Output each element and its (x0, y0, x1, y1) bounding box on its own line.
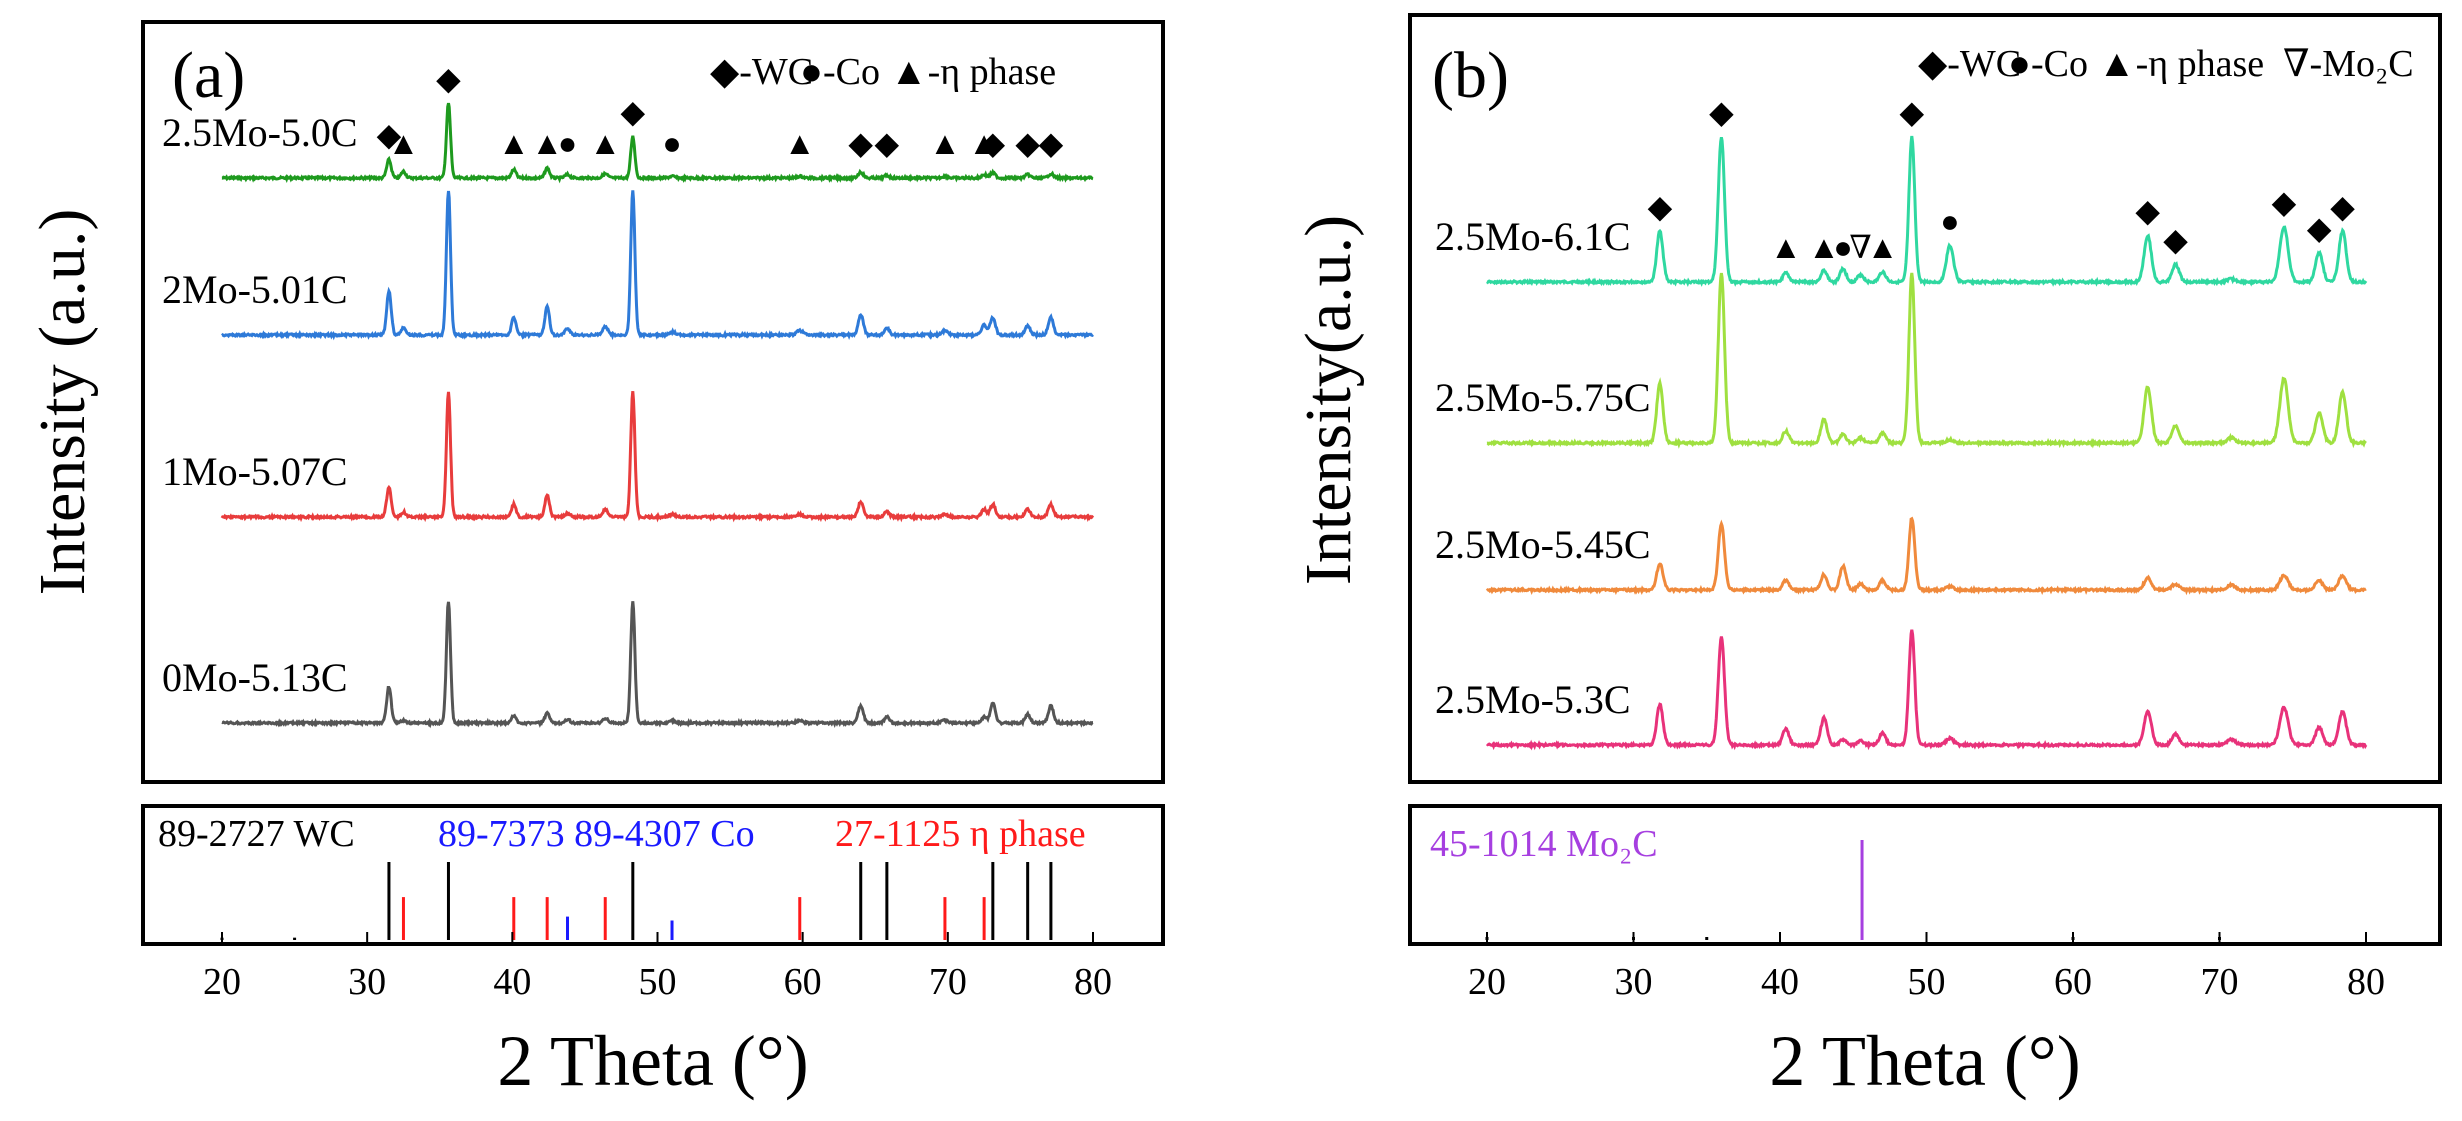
x-tick-label-50: 50 (1908, 961, 1946, 1003)
x-tick-label-20: 20 (1468, 961, 1506, 1003)
peak-marker-14: ◆ (981, 125, 1006, 161)
panel-b-x-axis: 20 30 40 50 60 70 80 (1468, 932, 2385, 1003)
panel-a-reference-frame (141, 804, 1165, 946)
panel-b-series-group: 2.5Mo-6.1C 2.5Mo-5.75C 2.5Mo-5.45C 2.5Mo-5.… (1435, 135, 2368, 751)
series-line-2-5mo-5-45c (1485, 516, 2367, 596)
panel-a-reference-labels: 89-2727 WC 89-7373 89-4307 Co 27-1125 η ph… (158, 813, 1086, 855)
peak-marker-7: ◆ (1900, 94, 1925, 130)
legend-entry-mo-c: ∇-Mo₂C (2283, 43, 2414, 85)
peak-marker-9: ▲ (784, 125, 816, 161)
panel-a-legend: ◆-WC●-Co ▲-η phase (710, 51, 1056, 93)
peak-marker-2: ◆ (436, 60, 461, 96)
series-line-1mo-5-07c (220, 391, 1095, 523)
panel-a-series-group: 2.5Mo-5.0C 2Mo-5.01C 1Mo-5.07C 0Mo-5.13C (162, 102, 1095, 729)
x-tick-label-70: 70 (929, 961, 967, 1003)
series-label-2-5mo-5-75c: 2.5Mo-5.75C (1435, 375, 1651, 420)
x-tick-label-60: 60 (2054, 961, 2092, 1003)
series-label-2-5mo-5-45c: 2.5Mo-5.45C (1435, 522, 1651, 567)
legend-entry-phase: ▲-η phase (890, 51, 1056, 93)
x-tick-label-40: 40 (1761, 961, 1799, 1003)
reference-label-89-7373-89-4307-co: 89-7373 89-4307 Co (438, 813, 755, 855)
peak-marker-6: ▲ (1867, 229, 1899, 265)
peak-marker-11: ◆ (875, 125, 900, 161)
panel-b-main-frame (1408, 13, 2442, 784)
peak-marker-4: ● (1833, 229, 1852, 265)
peak-marker-4: ▲ (531, 125, 563, 161)
peak-marker-6: ▲ (589, 125, 621, 161)
x-tick-label-20: 20 (203, 961, 241, 1003)
panel-b: (b) ◆-WC●-Co ▲-η phase ∇-Mo₂C 2.5Mo-6.1C2.… (1292, 13, 2442, 1101)
x-tick-label-80: 80 (1074, 961, 1112, 1003)
x-tick-label-30: 30 (1615, 961, 1653, 1003)
peak-marker-2: ▲ (1770, 229, 1802, 265)
peak-marker-13: ▲ (968, 125, 1000, 161)
peak-marker-10: ◆ (848, 125, 873, 161)
series-label-0mo-5-13c: 0Mo-5.13C (162, 655, 348, 700)
peak-marker-8: ● (662, 125, 681, 161)
peak-marker-10: ◆ (2163, 222, 2188, 258)
reference-label-89-2727-wc: 89-2727 WC (158, 813, 355, 855)
legend-entry-phase: ▲-η phase (2098, 43, 2264, 85)
legend-entry-co: ●-Co (2008, 43, 2088, 85)
panel-b-label: (b) (1432, 39, 1509, 112)
panel-a-reference-lines (220, 862, 1053, 940)
x-tick-label-30: 30 (348, 961, 386, 1003)
legend-entry-wc: ◆-WC (1918, 43, 2021, 85)
x-tick-label-60: 60 (784, 961, 822, 1003)
peak-marker-1: ◆ (1709, 94, 1734, 130)
x-tick-label-50: 50 (639, 961, 677, 1003)
panel-a-label: (a) (172, 39, 245, 112)
peak-marker-12: ◆ (2307, 210, 2332, 246)
peak-marker-16: ◆ (1039, 125, 1064, 161)
series-label-2-5mo-5-3c: 2.5Mo-5.3C (1435, 677, 1631, 722)
series-label-1mo-5-07c: 1Mo-5.07C (162, 449, 348, 494)
panel-a-y-axis-label: Intensity (a.u.) (26, 209, 99, 596)
legend-entry-wc: ◆-WC (710, 51, 813, 93)
peak-marker-13: ◆ (2330, 188, 2355, 224)
peak-marker-5: ∇ (1849, 229, 1871, 265)
series-label-2-5mo-6-1c: 2.5Mo-6.1C (1435, 214, 1631, 259)
series-line-2-5mo-5-0c (221, 102, 1094, 184)
peak-marker-11: ◆ (2272, 184, 2297, 220)
peak-marker-15: ◆ (1015, 125, 1040, 161)
panel-b-legend: ◆-WC●-Co ▲-η phase ∇-Mo₂C (1918, 43, 2414, 85)
peak-marker-7: ◆ (621, 94, 646, 130)
peak-marker-0: ◆ (1648, 188, 1673, 224)
peak-marker-5: ● (558, 125, 577, 161)
series-line-2-5mo-6-1c (1486, 135, 2368, 287)
peak-marker-8: ● (1940, 203, 1959, 239)
panel-b-peak-markers: ◆◆▲ ▲●∇▲◆● ◆◆◆◆◆ (1648, 94, 2356, 265)
panel-a-main-frame (141, 20, 1165, 784)
series-line-2mo-5-01c (221, 190, 1094, 341)
panel-a: (a) ◆-WC●-Co ▲-η phase 2.5Mo-5.0C 2Mo-5.01… (26, 20, 1165, 1101)
peak-marker-9: ◆ (2135, 193, 2160, 229)
series-line-0mo-5-13c (221, 601, 1094, 729)
x-tick-label-40: 40 (493, 961, 531, 1003)
peak-marker-1: ▲ (388, 125, 420, 161)
legend-entry-co: ●-Co (800, 51, 880, 93)
panel-a-x-axis: 20 30 40 50 60 70 80 (203, 932, 1112, 1003)
panel-b-reference-frame (1408, 804, 2442, 946)
panel-b-y-axis-label: Intensity(a.u.) (1292, 215, 1365, 585)
panel-b-reference-labels: 45-1014 Mo₂C (1430, 823, 1658, 865)
series-line-2-5mo-5-75c (1486, 272, 2367, 449)
x-tick-label-80: 80 (2347, 961, 2385, 1003)
panel-a-x-axis-label: 2 Theta (°) (497, 1021, 808, 1101)
peak-marker-12: ▲ (929, 125, 961, 161)
x-tick-label-70: 70 (2201, 961, 2239, 1003)
peak-marker-0: ◆ (377, 117, 402, 153)
series-label-2mo-5-01c: 2Mo-5.01C (162, 267, 348, 312)
reference-label-27-1125-phase: 27-1125 η phase (835, 813, 1086, 855)
panel-a-peak-markers: ◆▲◆▲ ▲● ▲◆● ▲ ◆ ◆ ▲ ▲◆ ◆◆ (377, 60, 1064, 161)
series-line-2-5mo-5-3c (1485, 629, 2368, 751)
peak-marker-3: ▲ (1808, 229, 1840, 265)
panel-b-x-axis-label: 2 Theta (°) (1769, 1021, 2080, 1101)
reference-label-45-1014-mo-c: 45-1014 Mo₂C (1430, 823, 1658, 865)
peak-marker-3: ▲ (498, 125, 530, 161)
series-label-2-5mo-5-0c: 2.5Mo-5.0C (162, 110, 358, 155)
